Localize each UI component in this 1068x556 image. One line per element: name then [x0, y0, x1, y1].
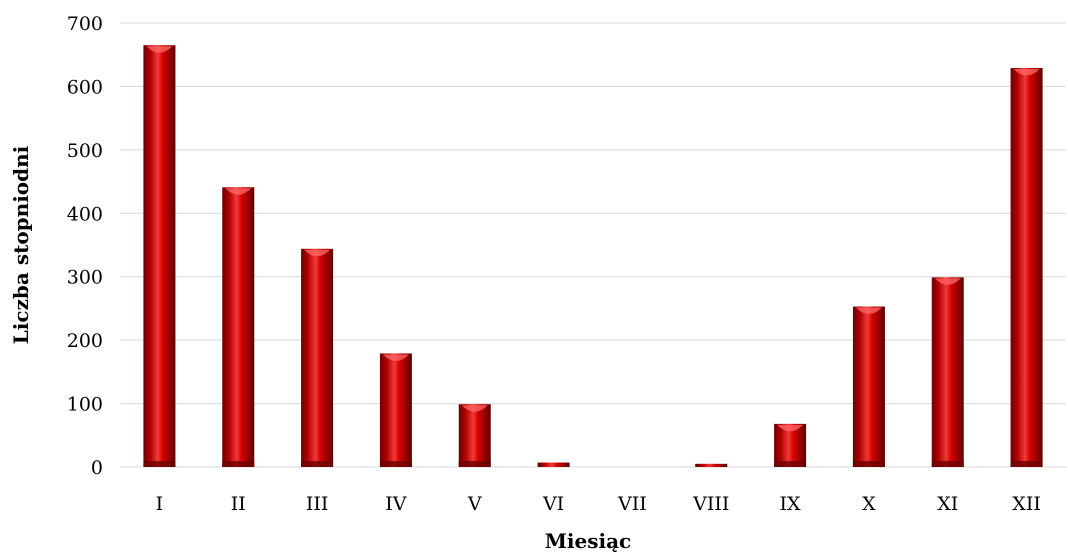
x-tick-label: IX [780, 493, 802, 515]
bar-XI [931, 277, 964, 467]
bar-base [458, 461, 491, 467]
bar [537, 462, 570, 467]
y-tick-label: 600 [67, 76, 103, 98]
bars [143, 45, 1043, 467]
x-axis-ticks: I II III IV V VI VII VIII IX X XI XII [156, 493, 1041, 515]
x-tick-label: XI [937, 493, 958, 515]
y-tick-label: 400 [67, 203, 103, 225]
bar-highlight [461, 405, 488, 412]
bar-highlight [382, 354, 409, 361]
x-tick-label: V [467, 493, 482, 515]
bar [1010, 68, 1043, 467]
x-tick-label: X [862, 493, 876, 515]
bar-V [458, 404, 491, 467]
bar-base [1010, 461, 1043, 467]
bar-IX [774, 423, 807, 467]
bar-highlight [304, 249, 331, 257]
bar-XII [1010, 68, 1043, 467]
bar-highlight [934, 278, 961, 285]
x-tick-label: VII [617, 493, 647, 515]
bar-VI [537, 462, 570, 467]
y-axis-ticks: 0 100 200 300 400 500 600 700 [67, 13, 103, 479]
bar-highlight [777, 424, 804, 432]
y-axis-title: Liczba stopniodni [9, 145, 33, 344]
x-tick-label: III [306, 493, 329, 515]
bar-II [222, 187, 255, 467]
bar-base [931, 461, 964, 467]
bar [695, 463, 728, 467]
x-axis-title: Miesiąc [545, 529, 631, 553]
x-tick-label: IV [385, 493, 407, 515]
bar-base [379, 461, 412, 467]
bar [458, 404, 491, 467]
bar-X [852, 306, 885, 467]
y-tick-label: 100 [67, 394, 103, 416]
bar-VIII [695, 463, 728, 467]
bar [931, 277, 964, 467]
x-tick-label: II [231, 493, 246, 515]
bar-base [774, 461, 807, 467]
x-tick-label: XII [1012, 493, 1041, 515]
bar [301, 248, 334, 467]
bar-base [222, 461, 255, 467]
x-tick-label: VIII [692, 493, 729, 515]
y-tick-label: 300 [67, 267, 103, 289]
bar-highlight [855, 307, 882, 315]
bar-highlight [225, 188, 252, 195]
bar-base [143, 461, 176, 467]
bar-I [143, 45, 176, 467]
bar-highlight [146, 46, 173, 53]
bar [379, 353, 412, 467]
gridlines [120, 22, 1066, 468]
bar [222, 187, 255, 467]
bar [143, 45, 176, 467]
bar-highlight [1013, 69, 1040, 76]
y-tick-label: 0 [91, 457, 103, 479]
x-tick-label: I [156, 493, 164, 515]
bar [852, 306, 885, 467]
y-tick-label: 700 [67, 13, 103, 35]
bar-base [301, 461, 334, 467]
bar-III [301, 248, 334, 467]
y-tick-label: 500 [67, 140, 103, 162]
bar-base [852, 461, 885, 467]
y-tick-label: 200 [67, 330, 103, 352]
x-tick-label: VI [542, 493, 564, 515]
bar-IV [379, 353, 412, 467]
